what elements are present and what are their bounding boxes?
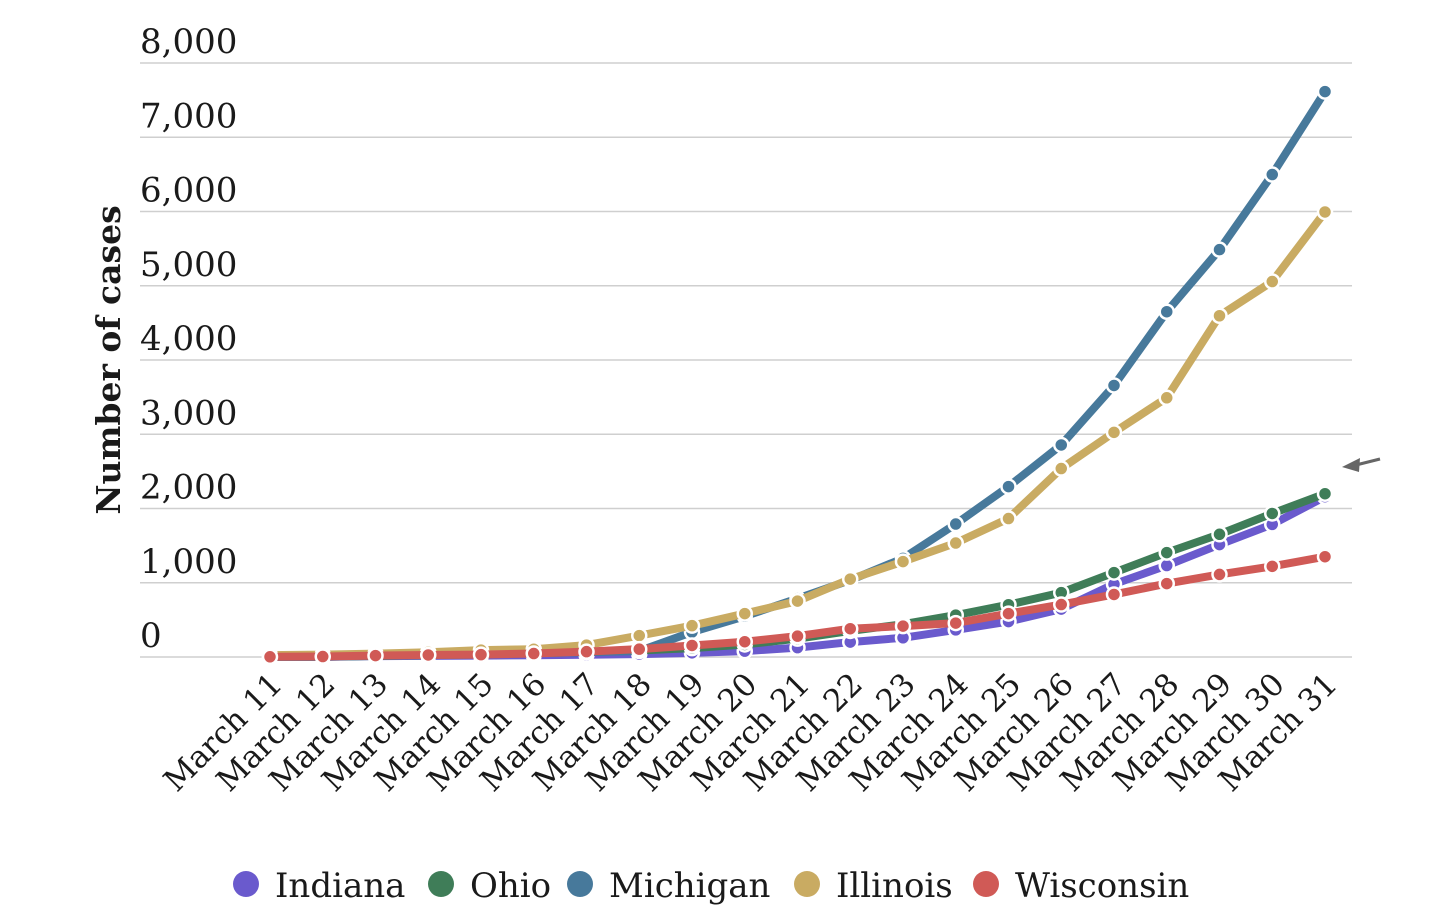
y-tick-label: 1,000 <box>140 542 237 582</box>
y-tick-label: 3,000 <box>140 393 237 433</box>
data-point <box>736 605 753 622</box>
y-tick-label: 2,000 <box>140 468 237 508</box>
legend-label: Wisconsin <box>1015 866 1189 906</box>
data-point <box>842 620 859 637</box>
data-point <box>472 646 490 663</box>
data-point <box>894 553 912 570</box>
data-point <box>367 647 384 664</box>
data-point <box>1158 575 1175 592</box>
legend-item-indiana: Indiana <box>233 866 405 906</box>
legend-label: Indiana <box>275 866 405 906</box>
data-point <box>1000 510 1017 527</box>
data-point <box>1316 548 1334 565</box>
legend-marker <box>428 871 454 897</box>
data-point <box>1211 566 1228 583</box>
data-point <box>947 515 964 533</box>
data-point <box>683 617 701 634</box>
legend-label: Ohio <box>470 866 551 906</box>
data-point <box>1264 505 1281 522</box>
data-point <box>1264 166 1281 183</box>
data-point <box>1105 377 1123 394</box>
data-point <box>1264 558 1281 575</box>
y-tick-label: 5,000 <box>140 245 237 285</box>
data-point <box>1000 478 1017 495</box>
series-lines <box>261 83 1334 666</box>
y-tick-label: 4,000 <box>140 319 237 359</box>
data-point <box>1211 307 1228 324</box>
data-point <box>261 648 279 666</box>
data-point <box>1000 605 1017 622</box>
legend: Indiana Ohio Michigan Illinois Wisconsin <box>233 866 1189 906</box>
data-point <box>842 570 859 588</box>
data-point <box>947 534 964 552</box>
data-point <box>1158 389 1175 407</box>
data-point <box>947 614 964 632</box>
data-point <box>420 646 437 664</box>
data-point <box>1053 460 1070 477</box>
data-point <box>578 643 595 660</box>
data-point <box>1158 544 1175 561</box>
data-point <box>631 640 648 658</box>
legend-marker <box>973 871 999 897</box>
data-point <box>1316 83 1334 100</box>
data-point <box>1053 436 1070 454</box>
data-point <box>1316 203 1334 221</box>
series-wisconsin <box>261 548 1334 666</box>
data-point <box>789 592 806 610</box>
data-point <box>1264 273 1281 290</box>
data-point <box>1105 424 1123 441</box>
legend-item-ohio: Ohio <box>428 866 551 906</box>
data-point <box>1105 564 1123 581</box>
data-point <box>525 645 542 662</box>
data-point <box>1105 586 1123 603</box>
data-point <box>736 633 753 650</box>
legend-item-illinois: Illinois <box>794 866 953 906</box>
data-point <box>1316 485 1334 502</box>
y-axis-label: Number of cases <box>89 205 128 514</box>
legend-item-wisconsin: Wisconsin <box>973 866 1189 906</box>
data-point <box>631 627 648 644</box>
data-point <box>894 617 912 635</box>
legend-label: Michigan <box>609 866 770 906</box>
data-point <box>683 637 701 654</box>
legend-label: Illinois <box>836 866 953 906</box>
y-tick-label: 0 <box>140 616 162 656</box>
legend-marker <box>233 871 259 897</box>
data-point <box>1211 526 1228 543</box>
data-point <box>1158 303 1175 320</box>
data-point <box>1211 241 1228 258</box>
gridlines <box>140 62 1352 658</box>
legend-item-michigan: Michigan <box>567 866 770 906</box>
y-tick-label: 8,000 <box>140 22 237 62</box>
data-point <box>314 648 331 665</box>
y-tick-label: 6,000 <box>140 171 237 211</box>
y-tick-label: 7,000 <box>140 96 237 136</box>
y-axis-ticks: 0 1,000 2,000 3,000 4,000 5,000 6,000 7,000 8,00… <box>140 22 237 656</box>
data-point <box>1053 596 1070 613</box>
legend-marker <box>567 871 593 897</box>
arrow-icon <box>1342 457 1381 472</box>
legend-marker <box>794 871 820 897</box>
data-point <box>789 627 806 645</box>
